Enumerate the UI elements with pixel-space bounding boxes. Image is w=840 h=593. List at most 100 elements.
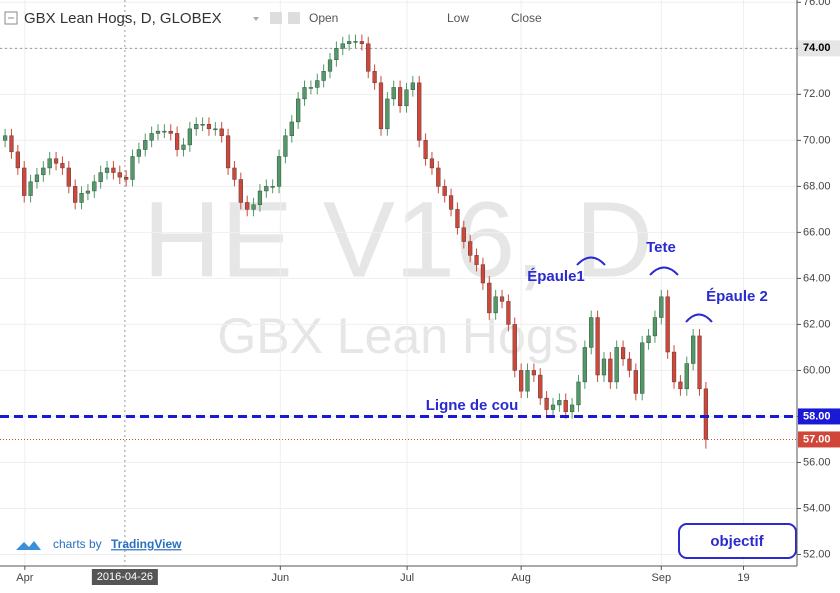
candle-body <box>519 370 524 392</box>
candle-body <box>149 133 154 141</box>
candle-body <box>34 174 40 182</box>
y-tick-label: 72.00 <box>803 88 831 100</box>
head-arc <box>649 266 679 276</box>
candle-body <box>385 98 390 130</box>
candle-body <box>378 82 384 130</box>
watermark-name: GBX Lean Hogs <box>217 308 578 364</box>
candle-body <box>73 186 78 203</box>
x-tick-label: 19 <box>737 572 749 584</box>
candle-body <box>525 370 530 392</box>
candle-body <box>678 381 683 390</box>
candle-body <box>187 128 192 146</box>
candle-body <box>506 301 511 325</box>
watermark-symbol: HE V16, D <box>143 179 653 300</box>
candle-body <box>442 186 447 196</box>
header-label: Close <box>511 11 542 25</box>
shoulder-arc <box>576 256 606 266</box>
branding-link[interactable]: TradingView <box>111 537 182 551</box>
candle-body <box>455 209 460 228</box>
candle-body <box>327 59 333 72</box>
candle-body <box>480 264 486 284</box>
candle-body <box>410 82 415 90</box>
candle-body <box>366 43 371 72</box>
candle-body <box>296 98 301 123</box>
candle-body <box>117 172 122 178</box>
candle-body <box>620 347 626 360</box>
candle-body <box>614 347 619 383</box>
candle-body <box>461 227 466 242</box>
y-tick-label: 66.00 <box>803 226 831 238</box>
candle-body <box>563 400 568 413</box>
candle-body <box>194 124 199 130</box>
candle-body <box>238 179 243 203</box>
x-tick-label: Jul <box>400 572 414 584</box>
annotation: objectif <box>710 533 764 550</box>
candle-body <box>493 296 498 314</box>
candle-body <box>200 124 205 126</box>
icon[interactable] <box>288 12 300 24</box>
y-tick-label: 56.00 <box>803 456 831 468</box>
candle-body <box>627 358 632 371</box>
candle-body <box>213 128 218 131</box>
candle-body <box>340 43 345 49</box>
crosshair-y-box <box>798 40 840 57</box>
candle-body <box>41 167 46 176</box>
x-tick-label: Sep <box>652 572 672 584</box>
candle-body <box>531 370 536 376</box>
dropdown[interactable] <box>253 17 259 21</box>
candle-body <box>640 342 645 394</box>
candle-body <box>9 135 14 153</box>
x-tick-label: Apr <box>16 572 33 584</box>
price-label: 58.00 <box>803 410 831 422</box>
candle-body <box>569 404 575 413</box>
candle-body <box>245 202 250 210</box>
candle-body <box>468 241 473 256</box>
candles <box>0 34 797 449</box>
symbol-title: GBX Lean Hogs, D, GLOBEX <box>24 10 222 27</box>
annotation: Tete <box>646 239 676 256</box>
candle-body <box>359 41 364 44</box>
candle-body <box>162 130 167 133</box>
icon[interactable] <box>270 12 282 24</box>
icon[interactable] <box>4 11 18 25</box>
candle-body <box>703 388 709 440</box>
candle-body <box>691 335 696 364</box>
candle-body <box>111 167 116 173</box>
y-tick-label: 62.00 <box>803 318 831 330</box>
candle-body <box>557 400 562 406</box>
annotation: Épaule 2 <box>706 288 768 305</box>
candle-body <box>15 151 20 169</box>
candle-body <box>168 130 173 134</box>
candle-body <box>595 317 600 376</box>
annotation: Ligne de cou <box>426 397 519 414</box>
y-tick-label: 68.00 <box>803 180 831 192</box>
candle-body <box>308 87 314 89</box>
candle-body <box>659 296 664 318</box>
candle-body <box>576 381 581 406</box>
price-box <box>798 408 840 425</box>
candle-body <box>684 363 689 390</box>
shoulder-arc <box>685 313 713 323</box>
candle-body <box>270 186 275 188</box>
candle-body <box>633 370 638 394</box>
candle-body <box>448 195 454 210</box>
annotations: Épaule1 Tete Épaule 2 Ligne de cou objec… <box>426 239 797 559</box>
candle-body <box>436 167 441 187</box>
annotation: Épaule1 <box>527 268 585 285</box>
candle-body <box>136 149 141 157</box>
candle-body <box>2 135 8 141</box>
candle-body <box>60 163 65 169</box>
x-tick-label: Jun <box>271 572 289 584</box>
candle-body <box>512 324 517 371</box>
candle-body <box>347 41 352 44</box>
candle-body <box>206 124 212 130</box>
candle-body <box>538 374 543 399</box>
candle-body <box>264 186 269 192</box>
y-tick-label: 70.00 <box>803 134 831 146</box>
candle-body <box>372 71 377 84</box>
candle-body <box>404 89 409 107</box>
y-tick-label: 76.00 <box>803 0 831 8</box>
y-tick-label: 60.00 <box>803 364 831 376</box>
